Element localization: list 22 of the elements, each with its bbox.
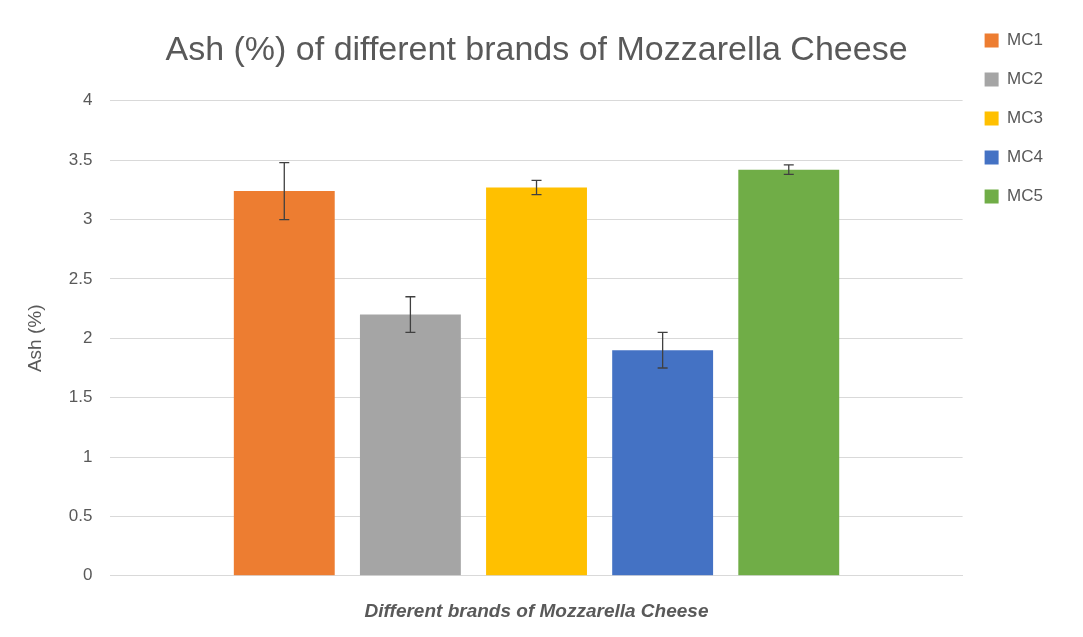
- chart-title: Ash (%) of different brands of Mozzarella Cheese: [165, 28, 908, 67]
- y-tick-label: 2.5: [68, 268, 93, 288]
- x-axis-title: Different brands of Mozzarella Cheese: [364, 599, 709, 621]
- y-tick-label: 1: [82, 446, 93, 466]
- y-tick-label: 4: [82, 90, 93, 110]
- y-tick-label: 0: [82, 565, 93, 585]
- bar: [233, 191, 335, 576]
- bar: [359, 314, 461, 576]
- legend-label: MC1: [1007, 30, 1044, 50]
- y-tick-label: 3.5: [68, 149, 93, 169]
- y-axis-title: Ash (%): [23, 304, 45, 373]
- bar: [738, 169, 840, 576]
- y-tick-label: 0.5: [68, 506, 93, 526]
- y-tick-label: 2: [82, 327, 93, 347]
- y-tick-label: 3: [82, 209, 93, 229]
- legend-label: MC2: [1007, 69, 1044, 89]
- y-tick-label: 1.5: [68, 387, 93, 407]
- legend-label: MC3: [1007, 108, 1044, 128]
- legend-label: MC4: [1007, 147, 1044, 167]
- bar: [486, 187, 587, 576]
- legend-label: MC5: [1007, 186, 1044, 206]
- bar: [612, 350, 714, 576]
